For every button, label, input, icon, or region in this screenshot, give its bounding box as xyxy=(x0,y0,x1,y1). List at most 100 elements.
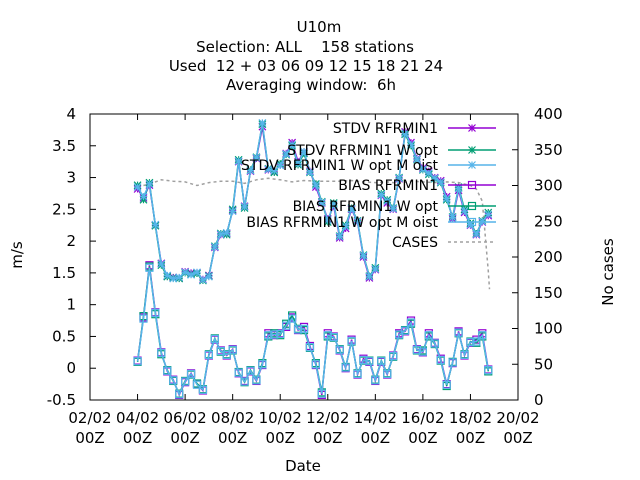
data-point xyxy=(467,201,477,211)
data-point xyxy=(234,157,243,165)
data-point xyxy=(353,369,362,379)
data-point xyxy=(424,331,433,340)
cases-line xyxy=(137,177,491,290)
data-point xyxy=(341,363,350,372)
data-point xyxy=(377,190,386,199)
data-point xyxy=(418,165,427,174)
data-point xyxy=(163,271,172,280)
y2-tick-label: 350 xyxy=(534,141,563,159)
data-point xyxy=(448,213,457,222)
data-point xyxy=(460,350,469,359)
data-point xyxy=(157,260,166,268)
data-point xyxy=(323,216,332,225)
data-point xyxy=(424,169,433,178)
data-point xyxy=(258,360,267,369)
title-line-2: Selection: ALL 158 stations xyxy=(196,38,414,56)
data-point xyxy=(467,217,477,227)
data-point xyxy=(252,376,261,385)
x-tick-label: 02/02 xyxy=(68,409,111,427)
data-point xyxy=(169,376,178,385)
data-point xyxy=(175,273,184,282)
data-point xyxy=(240,202,249,211)
y-tick-label: 3.5 xyxy=(52,137,76,155)
bias-series-5 xyxy=(133,263,493,399)
data-point xyxy=(305,343,315,352)
y2-tick-label: 50 xyxy=(534,355,553,373)
y-tick-label: 3 xyxy=(66,169,76,187)
data-point xyxy=(484,366,493,375)
data-point xyxy=(383,369,392,379)
data-point xyxy=(436,178,445,186)
title-line-1: U10m xyxy=(297,18,342,36)
data-point xyxy=(234,368,243,377)
chart-title: U10m Selection: ALL 158 stations Used 12… xyxy=(169,18,443,94)
data-point xyxy=(389,204,398,213)
data-point xyxy=(151,308,160,318)
data-point xyxy=(347,336,356,345)
stdv-series-2 xyxy=(133,118,493,284)
data-point xyxy=(383,197,392,205)
legend-label: STDV RFRMIN1 W opt M oist xyxy=(241,158,439,174)
data-point xyxy=(365,357,374,366)
data-point xyxy=(163,366,172,375)
legend-entry: BIAS RFRMIN1 W opt M oist xyxy=(246,215,496,231)
data-point xyxy=(466,338,475,347)
x-tick-label: 10/02 xyxy=(259,409,302,427)
data-point xyxy=(406,318,416,327)
y-tick-label: 2 xyxy=(66,232,76,250)
data-point xyxy=(413,155,421,164)
x-tick-label: 00Z xyxy=(503,429,532,447)
data-point xyxy=(210,242,219,251)
data-point xyxy=(460,207,469,216)
legend-entry: STDV RFRMIN1 xyxy=(333,121,496,137)
data-point xyxy=(454,328,463,337)
data-point xyxy=(204,272,213,281)
y2-tick-label: 0 xyxy=(534,391,544,409)
legend-entry: STDV RFRMIN1 W opt M oist xyxy=(241,158,496,174)
data-point xyxy=(377,357,386,366)
data-point xyxy=(252,153,261,162)
data-point xyxy=(169,274,178,283)
legend-label: STDV RFRMIN1 W opt xyxy=(287,143,438,159)
x-tick-label: 00Z xyxy=(456,429,485,447)
legend-entry: BIAS RFRMIN1 W opt xyxy=(293,199,496,215)
data-point xyxy=(181,377,190,386)
data-point xyxy=(222,228,231,237)
data-point xyxy=(258,118,267,127)
data-point xyxy=(468,161,476,169)
data-point xyxy=(418,347,427,356)
data-point xyxy=(210,334,219,344)
data-point xyxy=(133,357,142,366)
data-point xyxy=(175,390,184,399)
data-point xyxy=(193,268,201,277)
data-point xyxy=(400,326,410,335)
data-point xyxy=(145,179,154,188)
data-point xyxy=(468,124,476,132)
data-point xyxy=(329,332,338,342)
data-point xyxy=(430,339,439,348)
data-point xyxy=(371,376,380,385)
y2-axis-label: No cases xyxy=(599,238,617,306)
data-point xyxy=(335,232,344,241)
data-point xyxy=(389,352,398,361)
data-point xyxy=(306,167,314,176)
data-point xyxy=(181,268,190,277)
x-tick-label: 16/02 xyxy=(401,409,444,427)
x-tick-label: 00Z xyxy=(123,429,152,447)
series-line xyxy=(136,267,490,397)
data-point xyxy=(442,380,451,389)
x-tick-label: 00Z xyxy=(75,429,104,447)
data-point xyxy=(300,147,308,156)
data-point xyxy=(317,389,326,398)
data-point xyxy=(246,366,255,375)
x-tick-label: 00Z xyxy=(361,429,390,447)
data-point xyxy=(436,355,445,365)
data-point xyxy=(311,360,320,369)
data-point xyxy=(299,324,309,333)
legend-label: BIAS RFRMIN1 W opt xyxy=(293,199,439,215)
x-tick-label: 06/02 xyxy=(163,409,206,427)
data-point xyxy=(216,230,225,239)
data-point xyxy=(472,230,481,239)
data-point xyxy=(264,165,273,174)
